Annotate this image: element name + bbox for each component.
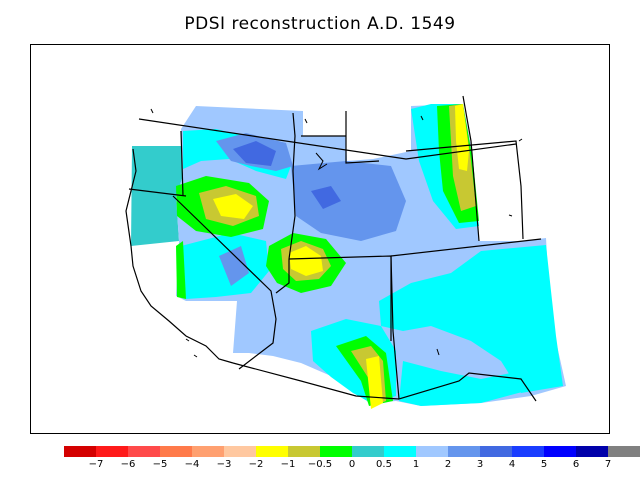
lake-marks (150, 108, 523, 358)
colorbar-tick-label: 2 (444, 459, 452, 470)
colorbar-segment (608, 446, 640, 457)
boundaries (125, 95, 542, 402)
colorbar-tick-label: −6 (120, 459, 136, 470)
ca-or-border (128, 188, 187, 197)
ca-nv-border (172, 195, 277, 370)
colorbar-segment (320, 446, 352, 457)
colorbar-segment (576, 446, 608, 457)
field-blue-center-core (311, 186, 341, 209)
field-yellow-ne (455, 104, 469, 171)
colorbar-segment (64, 446, 96, 457)
colorbar-segment (480, 446, 512, 457)
colorbar-tick-label: −4 (184, 459, 200, 470)
colorbar-tick-label: 5 (540, 459, 548, 470)
field-blue-center (291, 161, 406, 241)
colorbar-segment (416, 446, 448, 457)
colorbar-tick-label: 3 (476, 459, 484, 470)
field-yellow-az (366, 356, 383, 409)
field-blue-idaho-core (233, 141, 276, 166)
field-cyan-east (379, 245, 563, 393)
colorbar-tick-label: −5 (152, 459, 168, 470)
map-frame (30, 44, 610, 434)
colorbar-segment (256, 446, 288, 457)
colorbar-tick-label: 0.5 (376, 459, 392, 470)
field-yellow-ore (213, 194, 253, 219)
field-cyan-sw (399, 361, 541, 406)
colorbar-segment (544, 446, 576, 457)
coastline (125, 148, 234, 364)
colorbar-tick-label: 4 (508, 459, 516, 470)
colorbar-tick-label: −7 (88, 459, 104, 470)
dakota-border (462, 95, 480, 242)
colorbar-tick-label: 1 (412, 459, 420, 470)
colorbar-segment (192, 446, 224, 457)
wy-border (301, 111, 380, 164)
id-mt-border (288, 112, 296, 260)
colorbar-segment (224, 446, 256, 457)
wa-or-border (180, 130, 184, 197)
colorbar-labels: −7 −6 −5 −4 −3 −2 −1 −0.5 0 0.5 1 2 3 4 5 6 7 (0, 459, 640, 473)
field-blue-nevada (219, 246, 249, 286)
colorbar-tick-label: −0.5 (307, 459, 333, 470)
colorbar-segment (352, 446, 384, 457)
colorbar-segment (512, 446, 544, 457)
colorbar-tick-label: 6 (572, 459, 580, 470)
sd-ne-border (405, 140, 524, 240)
field-green-sgap (176, 241, 186, 299)
nm-border (390, 255, 537, 402)
pdsi-field (131, 104, 566, 409)
nv-ut-border (275, 259, 290, 294)
canada-border (138, 118, 517, 160)
co-ks-border (390, 238, 542, 257)
colorbar-segment (384, 446, 416, 457)
colorbar-segment (160, 446, 192, 457)
colorbar-tick-label: −1 (280, 459, 296, 470)
great-salt-lake (315, 152, 328, 171)
field-west-coast (131, 146, 183, 246)
colorbar-tick-label: −2 (248, 459, 264, 470)
map-title: PDSI reconstruction A.D. 1549 (184, 14, 456, 34)
az-mx-border (232, 362, 400, 400)
colorbar-tick-label: 7 (604, 459, 612, 470)
pdsi-map (125, 95, 566, 409)
colorbar-segment (128, 446, 160, 457)
colorbar-segment (448, 446, 480, 457)
colorbar-tick-label: 0 (348, 459, 356, 470)
field-yellow-nv (289, 246, 323, 276)
colorbar-tick-label: −3 (216, 459, 232, 470)
lakes (150, 108, 523, 358)
colorbar-segment (288, 446, 320, 457)
colorbar (64, 446, 640, 457)
colorbar-segment (96, 446, 128, 457)
